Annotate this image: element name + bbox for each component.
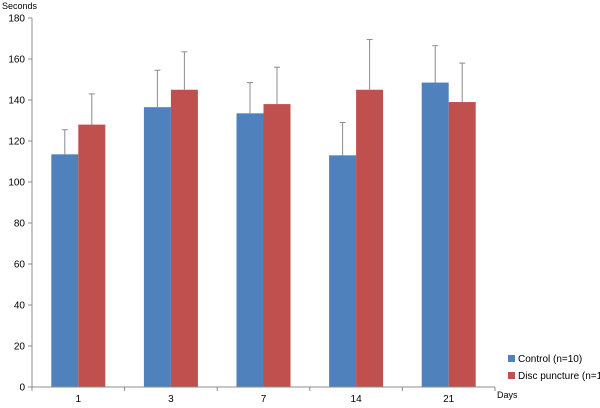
bar-disc-puncture-day-3 <box>170 89 198 387</box>
bar-control-day-3 <box>143 107 171 388</box>
bar-disc-puncture-day-21 <box>448 102 476 388</box>
y-tick-label: 120 <box>8 137 25 148</box>
error-bars <box>61 39 466 156</box>
bar-control-day-14 <box>329 155 357 387</box>
legend-swatch-disc-puncture <box>508 372 515 379</box>
y-tick-label: 60 <box>14 260 26 271</box>
y-tick-label: 40 <box>14 301 26 312</box>
bar-disc-puncture-day-14 <box>356 89 384 387</box>
legend-label-disc-puncture: Disc puncture (n=10) <box>518 371 600 382</box>
x-tick-label: 7 <box>261 394 267 405</box>
x-axis-ticks: 1 3 7 14 21 <box>31 387 496 405</box>
x-tick-label: 3 <box>168 394 174 405</box>
y-axis-ticks: 0 20 40 60 80 100 120 140 160 180 <box>8 14 32 394</box>
y-tick-label: 140 <box>8 96 25 107</box>
x-tick-label: 14 <box>351 394 363 405</box>
bar-disc-puncture-day-7 <box>263 104 291 387</box>
y-tick-label: 0 <box>19 383 25 394</box>
y-tick-label: 160 <box>8 55 25 66</box>
bar-disc-puncture-day-1 <box>78 124 106 387</box>
y-tick-label: 100 <box>8 178 25 189</box>
bar-control-day-1 <box>51 154 79 387</box>
bar-series <box>51 82 476 388</box>
x-tick-label: 1 <box>76 394 82 405</box>
y-tick-label: 180 <box>8 14 25 25</box>
legend-swatch-control <box>508 355 515 362</box>
y-axis-title: Seconds <box>2 1 38 11</box>
bar-control-day-7 <box>236 113 264 387</box>
legend-label-control: Control (n=10) <box>518 354 582 365</box>
x-tick-label: 21 <box>443 394 455 405</box>
bar-control-day-21 <box>421 82 449 387</box>
legend: Control (n=10) Disc puncture (n=10) <box>508 354 600 382</box>
y-tick-label: 20 <box>14 342 26 353</box>
y-tick-label: 80 <box>14 219 26 230</box>
x-axis-title: Days <box>497 390 518 400</box>
